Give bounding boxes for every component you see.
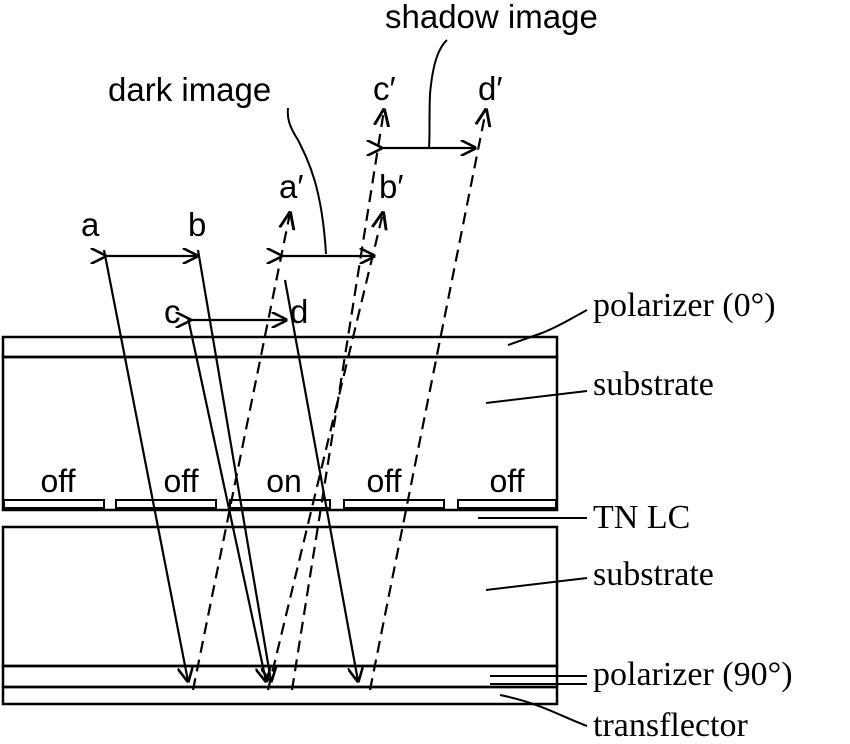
layer-stack (1, 335, 559, 706)
pixel-state-label: on (266, 463, 302, 499)
transflector-leader (499, 694, 588, 727)
electrode (343, 499, 445, 509)
label-d-prime: d′ (478, 70, 503, 107)
incident-rays (102, 249, 358, 681)
tn-lc-label: TN LC (593, 499, 690, 536)
shadow-image-leader (428, 39, 448, 149)
ray-d (283, 279, 358, 681)
polarizer-top-layer (1, 335, 559, 359)
ray-d-prime (368, 110, 486, 691)
substrate-top-label: substrate (593, 366, 714, 403)
ray-c-prime (290, 110, 384, 691)
substrate-bottom-label: substrate (593, 556, 714, 593)
leader-lines (286, 39, 588, 727)
pixel-state-label: off (41, 463, 76, 499)
electrode (115, 499, 217, 509)
pixel-state-label: off (490, 463, 525, 499)
polarizer-bottom-label: polarizer (90°) (593, 656, 793, 693)
substrate-top-leader (485, 390, 588, 404)
label-b-prime: b′ (379, 168, 404, 205)
label-c-prime: c′ (373, 70, 396, 107)
pixel-state-label: off (367, 463, 402, 499)
ray-a-prime (191, 213, 290, 691)
ray-a (102, 249, 188, 681)
substrate-top-layer (1, 355, 559, 512)
polarizer-bottom-layer (1, 664, 559, 689)
reflected-rays (191, 110, 486, 691)
label-b: b (188, 206, 206, 243)
electrode (3, 499, 105, 509)
dark-image-label: dark image (108, 71, 271, 108)
polarizer-top-leader (507, 309, 588, 346)
label-d: d (290, 293, 308, 330)
substrate-bottom-leader (485, 577, 588, 591)
label-a: a (81, 206, 100, 243)
substrate-bottom-layer (1, 525, 559, 668)
dark-image-leader (286, 107, 327, 255)
ray-b (196, 249, 271, 681)
electrodes (3, 499, 557, 509)
ray-c (186, 317, 266, 681)
polarizer-top-label: polarizer (0°) (593, 287, 776, 324)
transflector-label: transflector (593, 707, 748, 744)
label-a-prime: a′ (279, 168, 304, 205)
pixel-state-label: off (164, 463, 199, 499)
label-c: c (164, 293, 181, 330)
transflector-layer (1, 685, 559, 706)
ray-b-prime (266, 213, 383, 691)
width-arrows (105, 148, 475, 320)
shadow-image-label: shadow image (385, 0, 598, 35)
electrode (229, 499, 331, 509)
electrode (457, 499, 557, 509)
